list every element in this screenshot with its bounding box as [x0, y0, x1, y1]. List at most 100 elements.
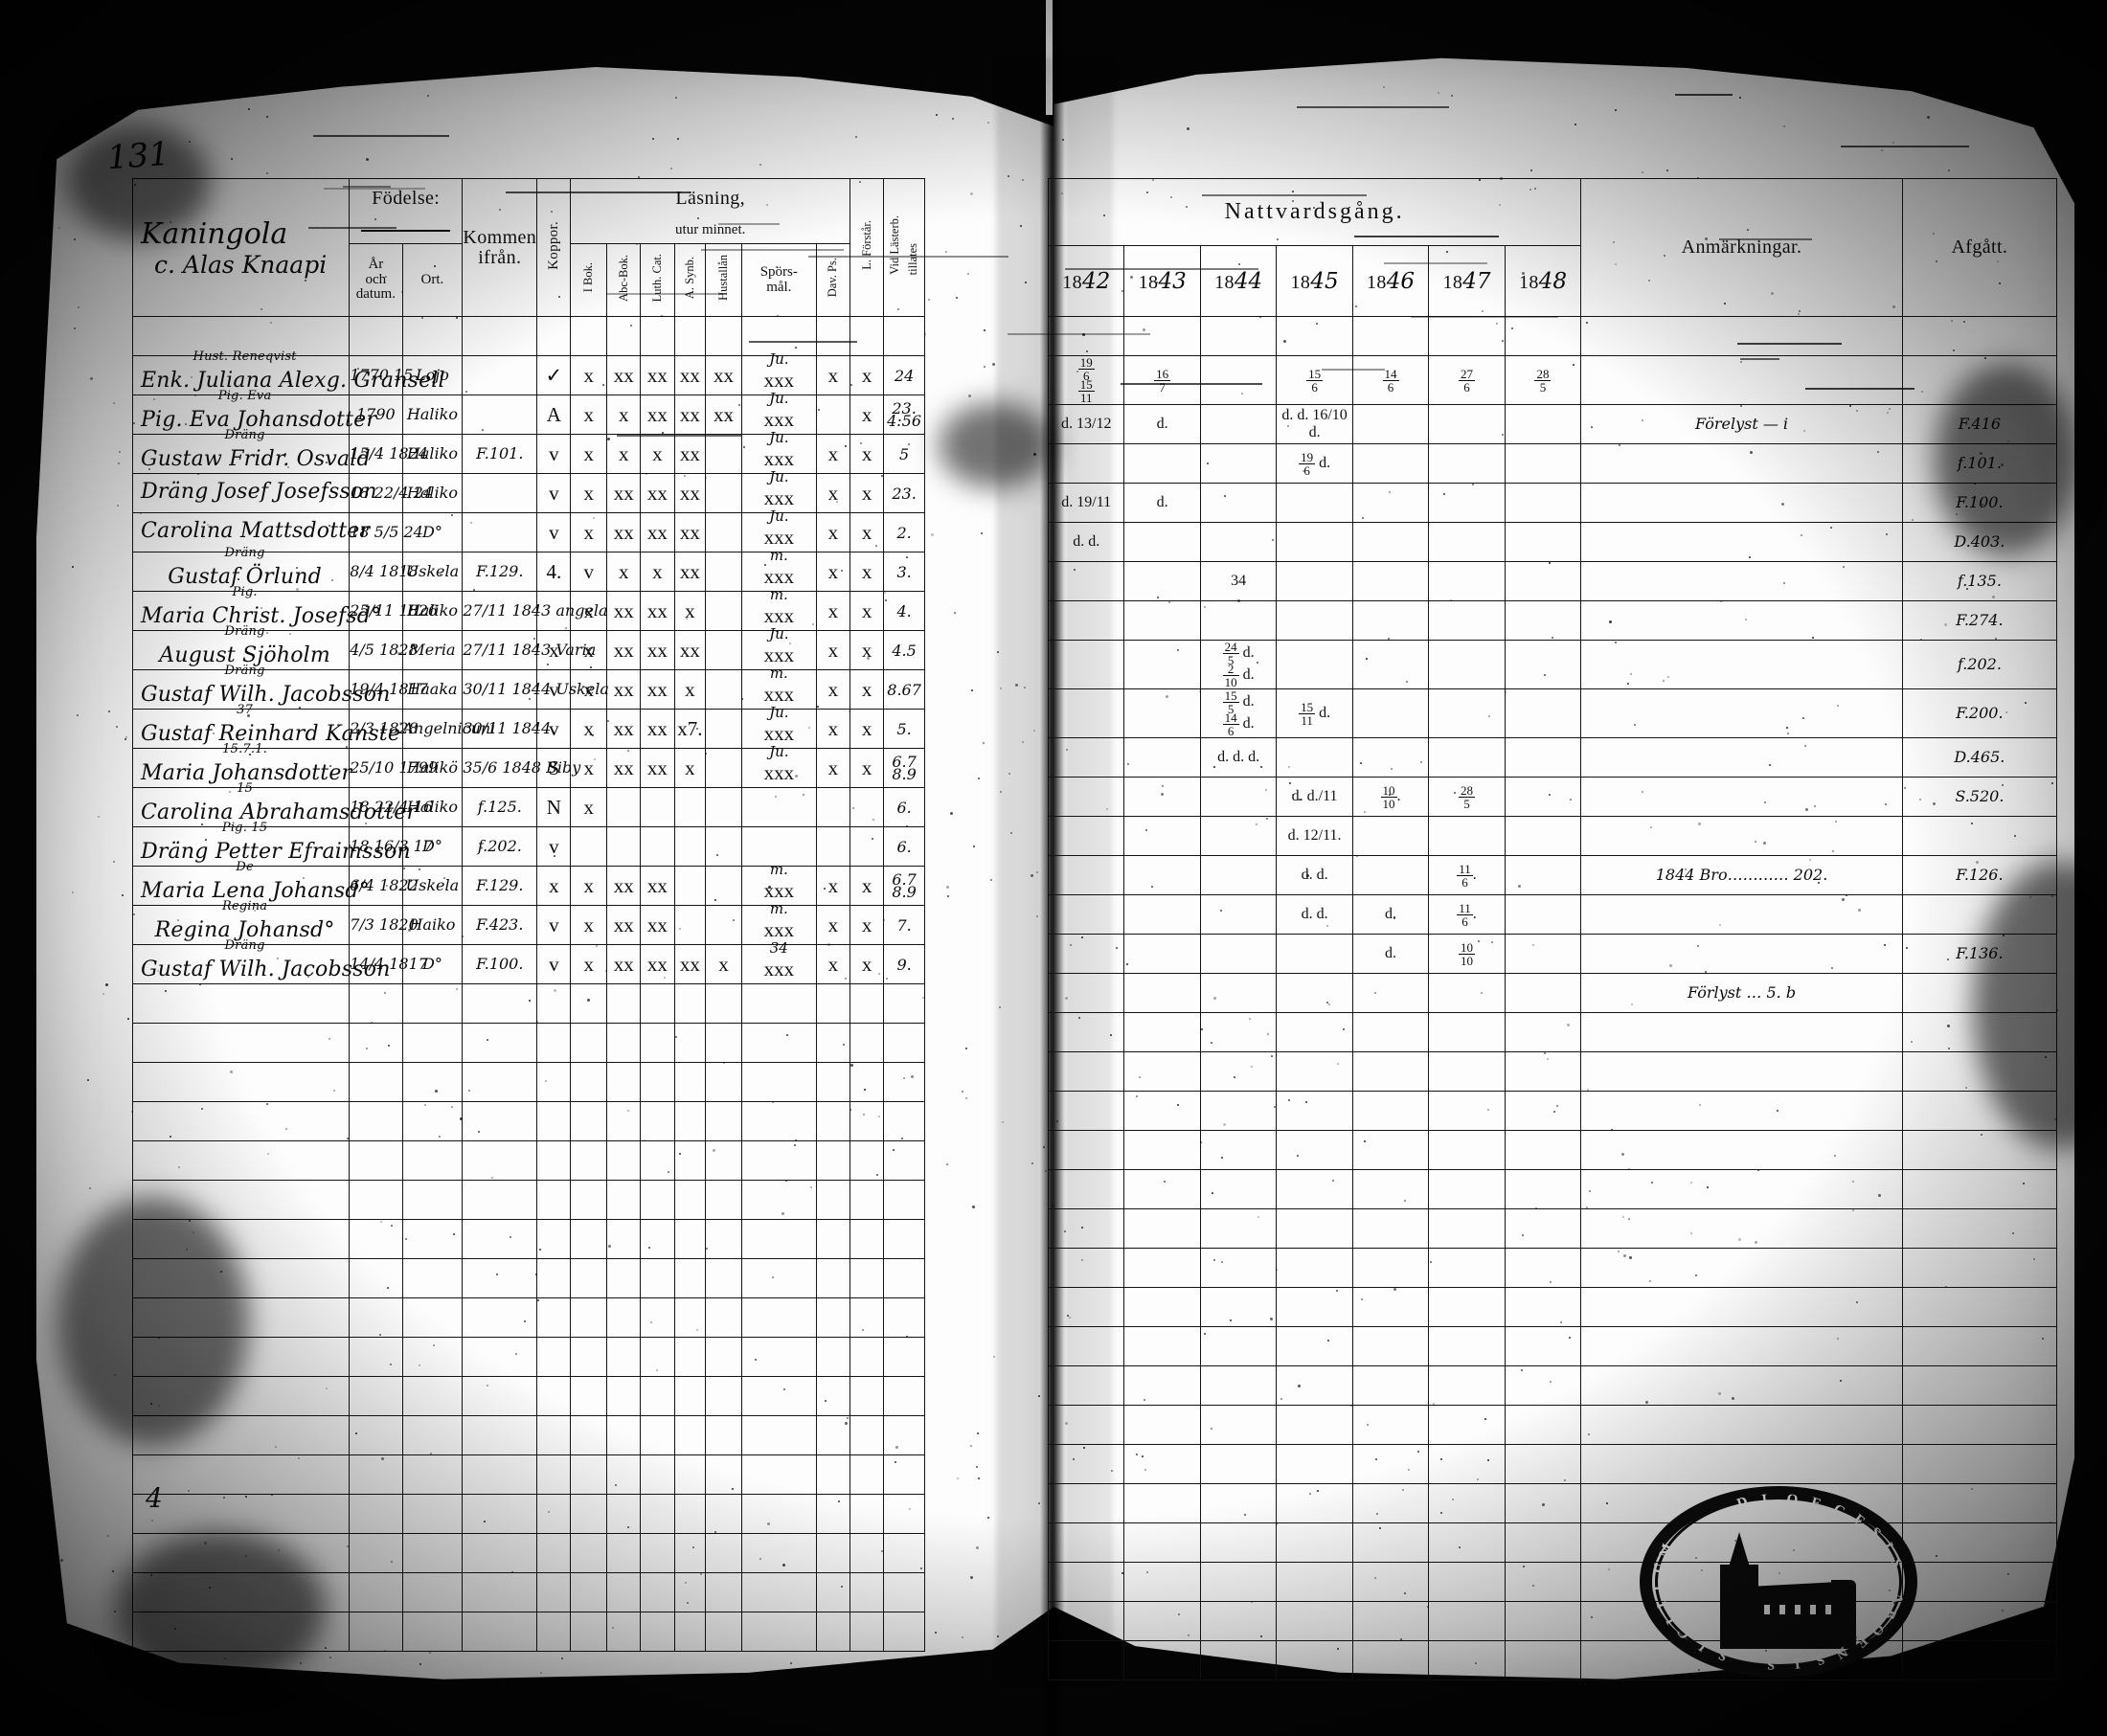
cell-communion-1843: [1124, 689, 1200, 738]
empty-cell: [850, 1495, 883, 1534]
cell-vid-laster: 4.5: [884, 631, 925, 670]
cell-luth-cat: xx: [641, 474, 674, 513]
cell-came-from: F.129.: [463, 867, 537, 906]
cell-abc-book: xx: [607, 670, 641, 710]
empty-cell: [1505, 1406, 1581, 1445]
empty-cell: [884, 1259, 925, 1298]
empty-cell: [884, 1141, 925, 1181]
empty-cell: [1902, 1288, 2056, 1327]
cell-vid-laster: 5: [884, 435, 925, 474]
cell-luth-cat: [641, 788, 674, 827]
empty-cell: [1277, 1406, 1352, 1445]
cell-sporsmal: 34 xxx: [741, 945, 816, 984]
cell-abc-book: xx: [607, 867, 641, 906]
empty-cell: [1200, 1366, 1276, 1406]
cell-l-forstar: x: [850, 867, 883, 906]
seal-legend-char: I: [1878, 1541, 1895, 1552]
table-row: [133, 1455, 925, 1495]
cell-luth-cat: xx: [641, 356, 674, 395]
communion-top: d. d.: [1277, 906, 1351, 923]
communion-top: d.: [1353, 945, 1428, 962]
empty-cell: [674, 1259, 706, 1298]
row-name: Gustaw Fridr. Osvald: [141, 447, 349, 471]
empty-cell: [1902, 1445, 2056, 1484]
table-row: [133, 1338, 925, 1377]
reading-note: Ju.: [742, 390, 816, 407]
cell-communion-1848: [1505, 641, 1581, 689]
empty-cell: [1581, 1092, 1903, 1131]
empty-cell: [350, 1377, 402, 1416]
empty-cell: [402, 984, 463, 1024]
empty-cell: [607, 1259, 641, 1298]
seal-legend-char: L: [1650, 1581, 1667, 1591]
cell-communion-1843: [1124, 935, 1200, 974]
empty-cell: [402, 1024, 463, 1063]
empty-cell: [1277, 1366, 1352, 1406]
empty-cell: [641, 984, 674, 1024]
cell-vid-laster: 23.: [884, 474, 925, 513]
empty-cell: [706, 317, 742, 356]
seal-legend-char: D: [1735, 1494, 1751, 1513]
cell-communion-1846: 146: [1352, 356, 1428, 405]
in-book-label: I Bok.: [581, 262, 596, 292]
cell-came-from: [463, 356, 537, 395]
cell-l-forstar: x: [850, 670, 883, 710]
empty-cell: [1352, 1092, 1428, 1131]
table-row: [133, 1495, 925, 1534]
cell-communion-1845: [1277, 484, 1352, 523]
empty-cell: [741, 1063, 816, 1102]
cell-l-forstar: x: [850, 395, 883, 435]
empty-cell: [850, 1024, 883, 1063]
cell-came-from: 27/11 1843 angela: [463, 592, 537, 631]
empty-cell: [1200, 1092, 1276, 1131]
empty-cell: [706, 1495, 742, 1534]
cell-abc-book: xx: [607, 474, 641, 513]
row-name-above: Pig. Eva: [141, 389, 349, 403]
empty-cell: [641, 1141, 674, 1181]
cell-smallpox: v: [537, 827, 571, 867]
empty-cell: [850, 1416, 883, 1455]
table-row: 15 5 d. 14 6 d. 15 11 d. F.200.: [1049, 689, 2057, 738]
empty-cell: [1429, 1563, 1505, 1602]
communion-top: 15 6: [1277, 368, 1351, 394]
cell-remarks: [1581, 641, 1903, 689]
cell-communion-1846: [1352, 856, 1428, 895]
empty-cell: [571, 1534, 607, 1573]
cell-communion-1846: d.: [1352, 935, 1428, 974]
empty-cell: [537, 1024, 571, 1063]
row-name-above: Dräng: [141, 546, 349, 560]
empty-cell: [1277, 1052, 1352, 1092]
cell-l-forstar: x: [850, 631, 883, 670]
empty-cell: [1429, 1327, 1505, 1366]
cell-communion-1843: [1124, 562, 1200, 601]
empty-cell: [1505, 1641, 1581, 1680]
cell-communion-1847: [1429, 601, 1505, 641]
header-hustallan: Hustallån: [706, 244, 742, 317]
cell-luth-cat: [641, 827, 674, 867]
table-row: [1049, 1052, 2057, 1092]
cell-remarks: [1581, 817, 1903, 856]
year-suffix: 48: [1539, 269, 1567, 294]
cell-came-from: [463, 395, 537, 435]
cell-a-synb: x: [674, 592, 706, 631]
empty-cell: [1277, 1563, 1352, 1602]
communion-top: d. d./11: [1277, 788, 1351, 805]
empty-cell: [1124, 1249, 1200, 1288]
cell-dav-ps: x: [816, 592, 850, 631]
cell-communion-1843: [1124, 817, 1200, 856]
empty-cell: [537, 1612, 571, 1652]
empty-cell: [706, 1573, 742, 1612]
empty-cell: [402, 1063, 463, 1102]
reading-note: m.: [742, 665, 816, 682]
empty-cell: [537, 1495, 571, 1534]
communion-top: d.: [1124, 494, 1199, 511]
empty-cell: [463, 317, 537, 356]
cell-communion-1848: [1505, 895, 1581, 935]
empty-cell: [884, 1534, 925, 1573]
empty-cell: [402, 1416, 463, 1455]
reading-note: m.: [742, 547, 816, 564]
empty-cell: [463, 1181, 537, 1220]
empty-cell: [463, 1377, 537, 1416]
empty-cell: [1581, 1052, 1903, 1092]
seal-legend-char: O: [1867, 1620, 1887, 1638]
